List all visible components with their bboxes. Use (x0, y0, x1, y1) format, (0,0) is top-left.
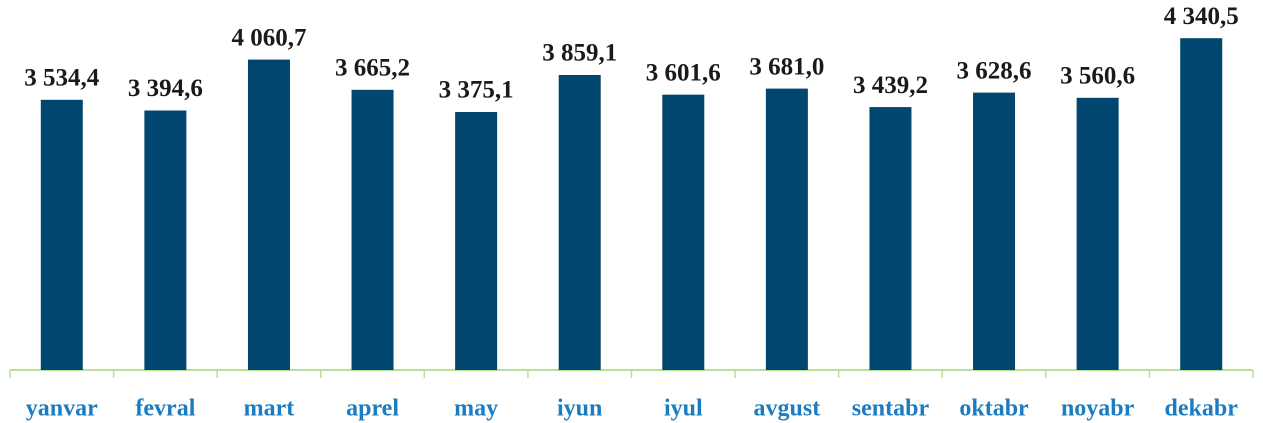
x-tick-label: fevral (135, 396, 195, 422)
bar (662, 94, 705, 371)
value-label: 4 060,7 (231, 24, 306, 51)
x-tick-label: may (454, 396, 498, 422)
x-tick-label: iyul (664, 396, 703, 422)
value-label: 3 628,6 (957, 57, 1032, 84)
value-label: 3 601,6 (646, 59, 721, 86)
x-tick-label: noyabr (1061, 396, 1135, 422)
value-label: 3 375,1 (439, 77, 514, 104)
bar (351, 89, 394, 370)
bar (1076, 97, 1119, 370)
value-label: 3 534,4 (24, 65, 100, 92)
value-label: 3 439,2 (853, 72, 928, 99)
bar (247, 59, 290, 371)
x-tick-label: iyun (557, 396, 602, 422)
value-label: 4 340,5 (1164, 3, 1239, 30)
bar (558, 74, 601, 370)
value-label: 3 665,2 (335, 55, 410, 82)
value-label: 3 859,1 (542, 40, 617, 67)
x-tick-label: dekabr (1165, 396, 1239, 422)
bar (40, 99, 83, 370)
x-tick-label: mart (244, 396, 295, 422)
value-label: 3 560,6 (1060, 63, 1135, 90)
value-label: 3 394,6 (128, 75, 203, 102)
x-tick-label: yanvar (26, 396, 98, 422)
x-tick-label: sentabr (852, 396, 930, 422)
bar (869, 107, 912, 370)
x-tick-label: avgust (754, 396, 821, 422)
bar (144, 110, 187, 371)
x-tick-label: oktabr (959, 396, 1029, 422)
bar (1180, 38, 1223, 370)
bar (973, 92, 1016, 371)
bar (765, 88, 808, 370)
bar (455, 111, 498, 370)
value-label: 3 681,0 (749, 53, 824, 80)
x-tick-label: aprel (346, 396, 399, 422)
